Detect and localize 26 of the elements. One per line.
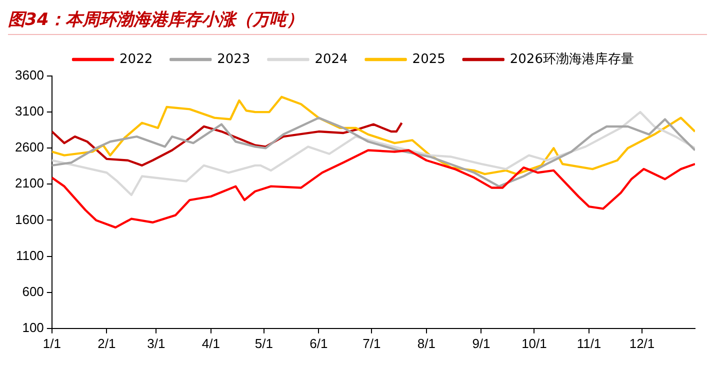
x-tick-label: 8/1 — [417, 336, 436, 351]
x-tick-label: 2/1 — [98, 336, 116, 351]
x-tick-label: 11/1 — [576, 336, 602, 351]
legend-label: 2026环渤海港库存量 — [510, 52, 634, 67]
x-tick-label: 1/1 — [42, 336, 61, 351]
y-tick-label: 3100 — [15, 104, 44, 119]
x-tick-label: 5/1 — [254, 336, 273, 351]
chart-title: 图34：本周环渤海港库存小涨（万吨） — [8, 8, 707, 35]
y-tick-label: 1600 — [15, 212, 44, 227]
x-tick-label: 7/1 — [362, 336, 381, 351]
legend-label: 2025 — [412, 52, 446, 67]
y-tick-label: 600 — [22, 284, 44, 299]
x-tick-label: 4/1 — [202, 336, 220, 351]
y-tick-label: 2100 — [15, 176, 44, 191]
x-tick-label: 9/1 — [472, 336, 490, 351]
legend-label: 2024 — [314, 52, 348, 67]
x-tick-label: 6/1 — [310, 336, 328, 351]
legend-label: 2023 — [217, 52, 250, 67]
x-tick-label: 10/1 — [522, 336, 547, 351]
legend-label: 2022 — [120, 52, 153, 67]
y-tick-label: 1100 — [16, 248, 44, 263]
x-tick-label: 12/1 — [629, 336, 655, 351]
y-tick-label: 3600 — [15, 68, 44, 83]
x-tick-label: 3/1 — [147, 336, 166, 351]
y-tick-label: 100 — [22, 320, 44, 335]
y-tick-label: 2600 — [15, 140, 44, 155]
